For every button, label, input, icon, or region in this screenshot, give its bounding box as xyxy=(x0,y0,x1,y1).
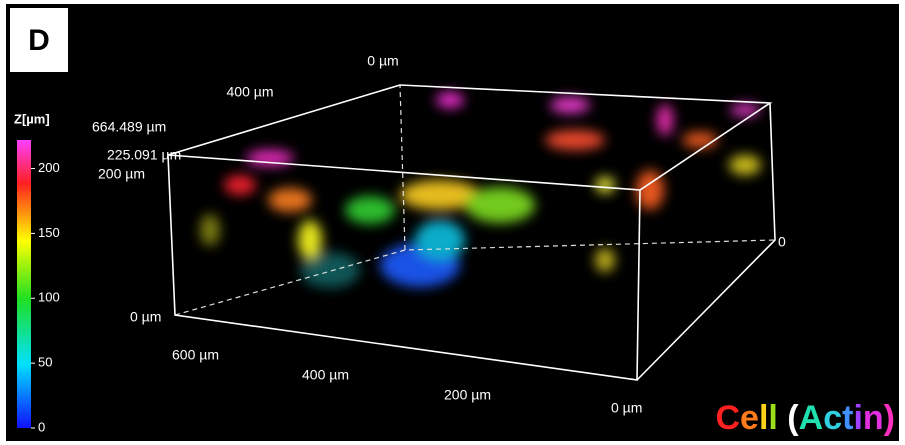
axis-label: 664.489 µm xyxy=(92,119,166,135)
background xyxy=(6,4,899,441)
caption-letter: ) xyxy=(884,399,895,437)
axis-label: 600 µm xyxy=(172,347,219,363)
axis-label: 0 µm xyxy=(611,400,642,416)
axis-label: 0 µm xyxy=(130,309,161,325)
axis-label: 200 µm xyxy=(98,166,145,182)
axis-label: 200 µm xyxy=(444,387,491,403)
axis-label: 0 µm xyxy=(367,53,398,69)
caption-letter xyxy=(778,399,787,437)
figure: D 0 µm 400 µm 664.489 µm 225.091 µm 200 … xyxy=(0,0,905,445)
colorbar-tick-label: 0 xyxy=(38,419,45,434)
caption-letter: C xyxy=(715,399,740,437)
caption-letter: l xyxy=(759,399,768,437)
colorbar-label: Z[µm] xyxy=(14,111,50,126)
axis-label: 0 xyxy=(778,234,786,250)
caption-letter: ( xyxy=(787,399,799,437)
caption-letter: c xyxy=(823,399,842,437)
colorbar-tick-label: 50 xyxy=(38,355,52,370)
colorbar-tick-label: 200 xyxy=(38,160,60,175)
caption-letter: t xyxy=(842,399,853,437)
caption-letter: n xyxy=(863,399,884,437)
axis-label: 400 µm xyxy=(302,367,349,383)
caption-letter: l xyxy=(768,399,777,437)
colorbar xyxy=(17,140,31,428)
caption: Cell (Actin) xyxy=(715,399,895,437)
caption-letter: i xyxy=(853,399,862,437)
axis-label: 400 µm xyxy=(227,84,274,100)
caption-letter: e xyxy=(740,399,759,437)
colorbar-tick-label: 100 xyxy=(38,290,60,305)
colorbar-tick-label: 150 xyxy=(38,225,60,240)
axis-label: 225.091 µm xyxy=(107,147,181,163)
caption-letter: A xyxy=(799,399,824,437)
panel-label: D xyxy=(28,24,50,57)
